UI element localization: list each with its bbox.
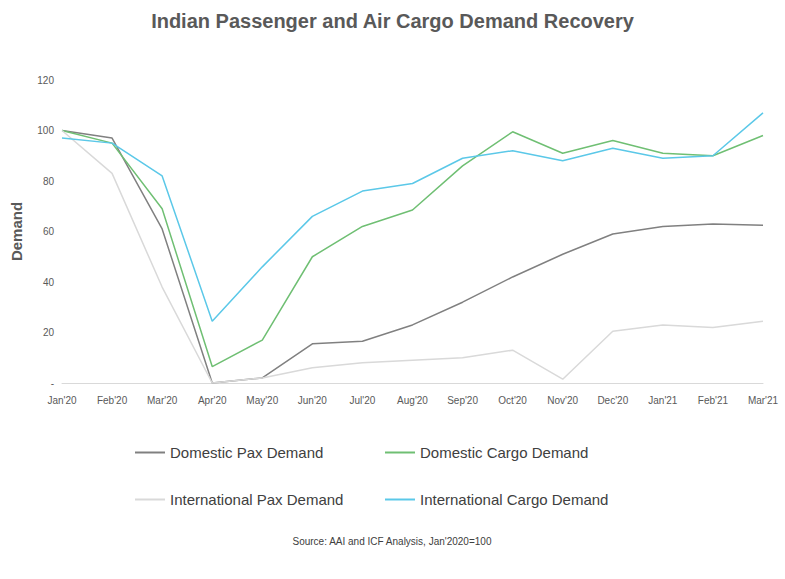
svg-text:Mar'20: Mar'20 — [147, 395, 178, 406]
svg-text:Demand: Demand — [8, 202, 25, 261]
svg-text:Sep'20: Sep'20 — [447, 395, 478, 406]
svg-text:Domestic Pax Demand: Domestic Pax Demand — [170, 444, 323, 461]
svg-text:International Pax Demand: International Pax Demand — [170, 491, 343, 508]
svg-text:Source: AAI and ICF Analysis,: Source: AAI and ICF Analysis, Jan'2020=1… — [292, 536, 491, 547]
svg-text:Jun'20: Jun'20 — [298, 395, 328, 406]
svg-text:Feb'20: Feb'20 — [97, 395, 128, 406]
svg-text:Domestic Cargo Demand: Domestic Cargo Demand — [420, 444, 588, 461]
svg-text:Apr'20: Apr'20 — [198, 395, 227, 406]
svg-text:International Cargo Demand: International Cargo Demand — [420, 491, 608, 508]
svg-text:Oct'20: Oct'20 — [498, 395, 527, 406]
svg-text:Nov'20: Nov'20 — [547, 395, 578, 406]
svg-text:Mar'21: Mar'21 — [748, 395, 779, 406]
svg-text:Jan'20: Jan'20 — [47, 395, 77, 406]
svg-text:May'20: May'20 — [246, 395, 278, 406]
svg-text:20: 20 — [43, 327, 55, 338]
svg-text:100: 100 — [37, 125, 54, 136]
svg-text:60: 60 — [43, 226, 55, 237]
svg-text:Indian Passenger and Air Cargo: Indian Passenger and Air Cargo Demand Re… — [151, 10, 635, 32]
svg-text:Jul'20: Jul'20 — [350, 395, 376, 406]
svg-text:Dec'20: Dec'20 — [597, 395, 628, 406]
svg-text:40: 40 — [43, 277, 55, 288]
svg-text:Feb'21: Feb'21 — [698, 395, 729, 406]
svg-text:-: - — [51, 378, 54, 389]
svg-text:120: 120 — [37, 75, 54, 86]
svg-text:80: 80 — [43, 176, 55, 187]
svg-text:Aug'20: Aug'20 — [397, 395, 428, 406]
svg-text:Jan'21: Jan'21 — [648, 395, 678, 406]
